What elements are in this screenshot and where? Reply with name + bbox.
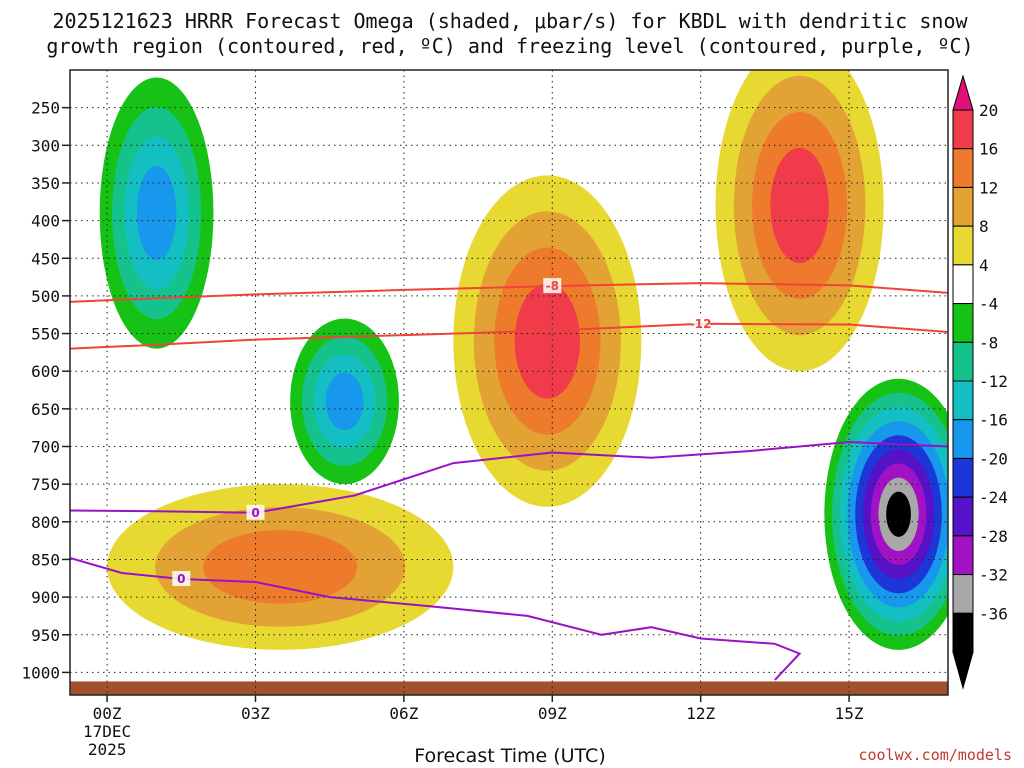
colorbar-swatch-m24 (952, 496, 974, 537)
pressure-axis: 250 300 350 400 450 500 550 600 650 700 750 800 850 9… (21, 99, 70, 682)
y-tick-label-700: 700 (31, 438, 60, 457)
chart-title-line-1: 2025121623 HRRR Forecast Omega (shaded, … (52, 9, 968, 33)
dgz-contour-m12 (70, 322, 948, 350)
x-tick-label-03Z: 03Z (241, 704, 270, 723)
dgz-contour-m8-label-bg (543, 278, 562, 294)
temperature-contours: -8 -12 0 0 (70, 278, 948, 681)
y-tick-label-900: 900 (31, 588, 60, 607)
x-tick-label-00Z: 00Z (93, 704, 122, 723)
omega-neg-upper-left-level-m16 (136, 165, 177, 261)
colorbar-label-m4: -4 (979, 295, 998, 314)
x-tick-label-15Z: 15Z (835, 704, 864, 723)
dgz-contour-m12-label: -12 (690, 317, 712, 331)
dgz-contour-m8 (70, 282, 948, 303)
colorbar-top-arrow (952, 74, 974, 111)
freezing-contour-1-label: 0 (177, 572, 185, 586)
credit-text: coolwx.com/models (858, 746, 1012, 764)
colorbar-swatch-4 (952, 264, 974, 305)
colorbar-swatch-m4 (952, 303, 974, 343)
omega-neg-mid-03z-level-m16 (325, 372, 364, 431)
colorbar-label-8: 8 (979, 217, 989, 236)
y-tick-label-500: 500 (31, 287, 60, 306)
y-tick-label-850: 850 (31, 550, 60, 569)
omega-pos-14z-column-level-16 (770, 147, 829, 264)
y-tick-label-400: 400 (31, 212, 60, 231)
chart-title-line-2: growth region (contoured, red, ºC) and f… (46, 34, 973, 58)
y-tick-label-950: 950 (31, 626, 60, 645)
y-tick-label-1000: 1000 (21, 663, 60, 682)
dgz-contour-m8-label: -8 (546, 279, 559, 293)
freezing-contour-1-label-bg (172, 571, 191, 587)
x-tick-year: 2025 (88, 740, 127, 759)
colorbar-label-m24: -24 (979, 488, 1008, 507)
y-tick-label-800: 800 (31, 513, 60, 532)
y-tick-label-550: 550 (31, 325, 60, 344)
freezing-contour-0 (70, 440, 948, 514)
x-tick-date: 17DEC (83, 722, 131, 741)
y-tick-label-350: 350 (31, 174, 60, 193)
freezing-contour-0-label: 0 (251, 506, 259, 520)
colorbar-bottom-arrow (952, 651, 974, 690)
colorbar-swatch-m32 (952, 574, 974, 614)
colorbar-label-m8: -8 (979, 333, 998, 352)
x-tick-label-09Z: 09Z (538, 704, 567, 723)
colorbar-swatch-8 (952, 225, 974, 266)
terrain-ground (70, 681, 948, 695)
y-tick-label-750: 750 (31, 475, 60, 494)
colorbar-swatch-m12 (952, 380, 974, 421)
colorbar-label-m16: -16 (979, 411, 1008, 430)
y-tick-label-600: 600 (31, 362, 60, 381)
colorbar-swatch-12 (952, 186, 974, 227)
omega-neg-16z-low-level-m36 (886, 491, 911, 537)
colorbar-swatch-16 (952, 148, 974, 188)
x-axis-label: Forecast Time (UTC) (414, 745, 605, 767)
plot-frame (69, 69, 949, 696)
freezing-contour-0-label-bg (246, 504, 265, 520)
omega-pos-09z-column-level-16 (514, 283, 581, 399)
dgz-contour-m12-label-bg (691, 315, 710, 331)
colorbar-swatch-m20 (952, 457, 974, 498)
colorbar-label-20: 20 (979, 101, 998, 120)
y-tick-label-250: 250 (31, 99, 60, 118)
x-tick-label-06Z: 06Z (389, 704, 418, 723)
colorbar-label-m28: -28 (979, 527, 1008, 546)
colorbar-swatch-m28 (952, 535, 974, 576)
colorbar-label-m20: -20 (979, 449, 1008, 468)
colorbar-label-m36: -36 (979, 604, 1008, 623)
colorbar-legend: 20 16 12 8 4 -4 -8 -12 -16 -20 -24 -28 -32 -36 (952, 74, 1008, 690)
colorbar-swatch-m16 (952, 419, 974, 459)
colorbar-label-m32: -32 (979, 566, 1008, 585)
omega-shading (99, 70, 948, 650)
colorbar-label-m12: -12 (979, 372, 1008, 391)
y-tick-label-650: 650 (31, 400, 60, 419)
colorbar-label-12: 12 (979, 178, 998, 197)
x-tick-label-12Z: 12Z (686, 704, 715, 723)
y-tick-label-450: 450 (31, 249, 60, 268)
colorbar-label-16: 16 (979, 140, 998, 159)
ground-fill (70, 681, 948, 695)
y-tick-label-300: 300 (31, 136, 60, 155)
grid-lines (70, 70, 948, 695)
omega-pos-lowlevel-level-12 (203, 530, 358, 604)
colorbar-swatch-m8 (952, 341, 974, 382)
colorbar-swatch-20 (952, 109, 974, 150)
colorbar-swatch-m36 (952, 612, 974, 653)
colorbar-label-4: 4 (979, 256, 989, 275)
